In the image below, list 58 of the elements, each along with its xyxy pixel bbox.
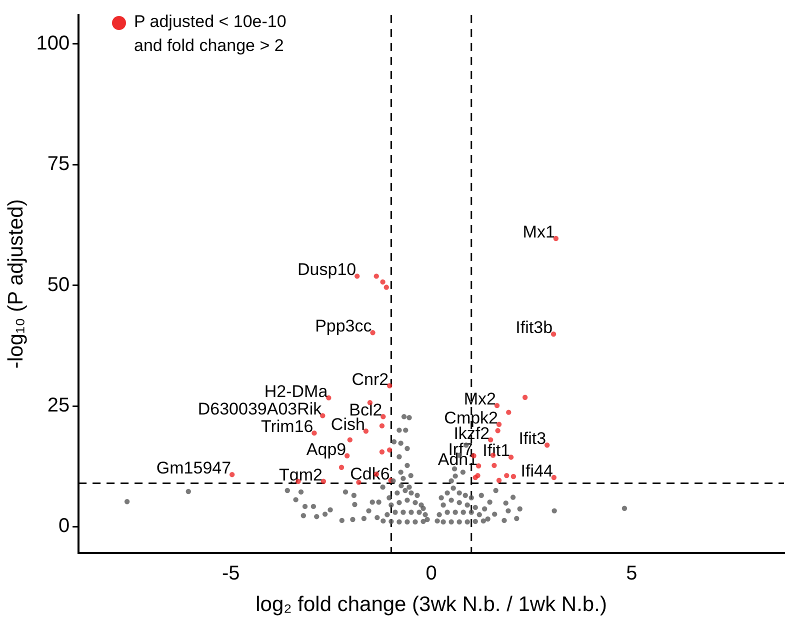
annotation: Cish xyxy=(330,415,365,434)
point xyxy=(492,462,497,468)
annotation: Cdk6 xyxy=(350,464,390,484)
point xyxy=(380,279,386,285)
y-tick-label: 100 xyxy=(36,32,70,54)
annotation: Ifi44 xyxy=(520,461,553,480)
y-tick-label: 75 xyxy=(47,153,70,176)
point xyxy=(551,474,557,480)
point xyxy=(488,437,494,442)
point xyxy=(550,332,556,337)
x-tick-label: 5 xyxy=(626,562,638,584)
annotation: Gm15947 xyxy=(156,458,232,478)
annotation: Cmpk2 xyxy=(444,408,498,428)
point xyxy=(553,236,559,242)
annotation: Dusp10 xyxy=(298,260,356,280)
annotation: H2-DMa xyxy=(264,382,328,401)
x-axis-title: log₂ fold change (3wk N.b. / 1wk N.b.) xyxy=(256,593,607,616)
annotation: Ifit1 xyxy=(482,441,510,460)
y-tick-label: 50 xyxy=(47,274,70,296)
point xyxy=(387,383,392,388)
point xyxy=(472,474,478,480)
annotation: Tgm2 xyxy=(278,465,322,484)
annotation: Cnr2 xyxy=(352,370,389,389)
point xyxy=(312,430,317,436)
annotation: Trim16 xyxy=(260,417,314,436)
y-tick-label: 0 xyxy=(58,515,70,538)
point xyxy=(495,428,500,434)
annotation: Ifit3b xyxy=(516,318,553,338)
annotation: Ifit3 xyxy=(518,429,546,448)
point xyxy=(384,284,389,290)
point xyxy=(320,413,326,418)
y-axis-title: -log₁₀ (P adjusted) xyxy=(4,199,28,369)
point xyxy=(356,480,362,485)
annotation: Mx1 xyxy=(522,222,555,242)
annotation: Ppp3cc xyxy=(315,316,372,336)
x-tick-label: 0 xyxy=(426,562,437,584)
point xyxy=(504,472,510,478)
point xyxy=(379,423,385,428)
point xyxy=(506,410,512,415)
annotation: D630039A03Rik xyxy=(198,400,322,419)
point xyxy=(379,449,385,454)
point xyxy=(508,454,514,460)
point xyxy=(338,464,344,470)
x-tick-label: -5 xyxy=(222,562,240,584)
point xyxy=(380,414,386,420)
y-tick-label: 25 xyxy=(47,394,70,417)
annotation: Aqp9 xyxy=(306,440,346,459)
point xyxy=(496,478,502,483)
point xyxy=(363,428,369,434)
point xyxy=(522,394,528,400)
point xyxy=(510,474,516,480)
annotation: Mx2 xyxy=(464,390,496,409)
point xyxy=(544,442,550,448)
point xyxy=(494,402,500,408)
point xyxy=(374,274,379,279)
point xyxy=(387,447,392,453)
legend-label: P adjusted < 10e-10 and fold change > 2 xyxy=(134,11,288,57)
point xyxy=(347,437,353,442)
